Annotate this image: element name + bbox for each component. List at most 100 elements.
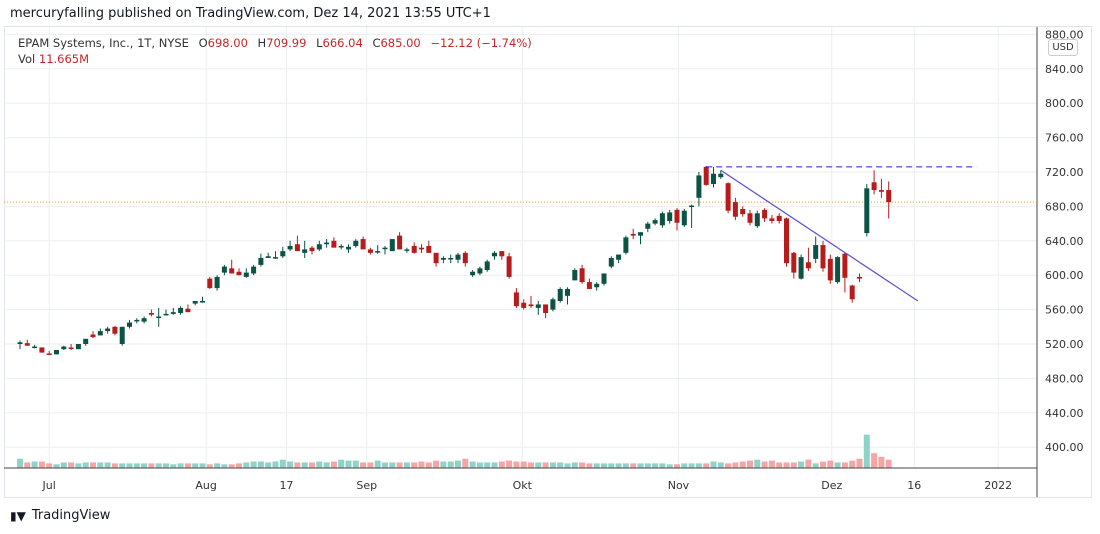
currency-button[interactable]: USD	[1048, 39, 1078, 56]
y-tick-label: 640.00	[1045, 235, 1084, 248]
candle-down	[776, 215, 782, 222]
y-tick-label: 520.00	[1045, 338, 1084, 351]
candle-up	[616, 254, 622, 260]
tradingview-brand: ▮▼ TradingView	[10, 508, 110, 523]
volume-bar	[849, 460, 856, 468]
candle-down	[886, 190, 892, 203]
volume-bar	[323, 462, 330, 468]
volume-bar	[46, 463, 53, 468]
candle-down	[112, 326, 118, 334]
volume-bar	[53, 464, 60, 468]
candle-up	[353, 240, 359, 246]
candle-down	[579, 268, 585, 283]
volume-bar	[761, 461, 768, 468]
candle-up	[601, 273, 607, 284]
volume-bar	[447, 461, 454, 468]
candle-up	[163, 313, 169, 316]
candle-up	[718, 173, 724, 178]
volume-bar	[330, 461, 337, 468]
volume-bar	[637, 463, 644, 468]
volume-bar	[586, 463, 593, 468]
volume-bar	[301, 462, 308, 468]
volume-bar	[491, 462, 498, 468]
candle-up	[470, 271, 476, 276]
candle-down	[462, 252, 468, 264]
candle-up	[170, 312, 176, 314]
candle-up	[572, 270, 578, 281]
volume-bar	[484, 462, 491, 468]
volume-bar	[783, 462, 790, 468]
volume-bar	[885, 459, 892, 468]
candle-up	[477, 268, 483, 274]
candle-down	[878, 190, 884, 192]
candle-up	[375, 251, 381, 253]
candle-up	[221, 266, 227, 273]
candle-down	[148, 313, 154, 315]
volume-bar	[287, 461, 294, 468]
publish-info: mercuryfalling published on TradingView.…	[10, 6, 491, 21]
candle-up	[492, 252, 497, 257]
candle-up	[864, 188, 870, 234]
volume-bar	[776, 462, 783, 468]
volume-bar	[608, 463, 615, 468]
open-value: 698.00	[207, 36, 248, 50]
candle-down	[309, 247, 315, 252]
volume-bar	[425, 462, 432, 468]
candle-down	[842, 253, 848, 278]
y-tick-label: 480.00	[1045, 372, 1084, 385]
candle-up	[667, 212, 673, 222]
candle-down	[39, 347, 45, 353]
candle-up	[565, 288, 570, 296]
volume-bar	[535, 462, 542, 468]
candle-up	[455, 254, 461, 260]
volume-bar	[199, 463, 206, 468]
volume-label: Vol	[18, 52, 36, 66]
volume-bar	[462, 458, 469, 468]
volume-bar	[214, 463, 221, 468]
volume-bar	[440, 461, 447, 468]
candle-up	[448, 258, 454, 260]
volume-bar	[754, 459, 761, 468]
volume-bar	[695, 463, 702, 468]
candle-up	[134, 319, 140, 322]
volume-bar	[155, 463, 162, 468]
candle-up	[302, 249, 308, 253]
candle-up	[127, 322, 132, 327]
volume-bar	[725, 463, 732, 468]
candle-up	[243, 272, 249, 277]
candle-up	[638, 232, 643, 236]
candle-up	[141, 318, 147, 322]
x-tick-label: Sep	[356, 479, 377, 492]
volume-bar	[710, 461, 717, 468]
volume-bar	[812, 463, 819, 468]
candle-up	[287, 245, 293, 250]
volume-bar	[389, 462, 396, 468]
volume-bar	[820, 461, 826, 468]
volume-bar	[345, 460, 352, 468]
volume-bar	[17, 458, 23, 468]
x-tick-label: 2022	[984, 479, 1012, 492]
candle-down	[543, 304, 549, 314]
candle-down	[433, 252, 439, 264]
candle-down	[747, 213, 753, 223]
candle-up	[251, 266, 257, 274]
candle-up	[265, 256, 271, 258]
volume-bar	[739, 461, 746, 468]
volume-bar	[119, 463, 126, 468]
symbol-title: EPAM Systems, Inc., 1T, NYSE	[18, 36, 189, 50]
candle-down	[506, 256, 512, 277]
volume-bar	[411, 462, 418, 468]
volume-bar	[31, 461, 38, 468]
candle-down	[791, 252, 797, 273]
candle-down	[849, 285, 855, 300]
volume-bar	[805, 459, 812, 468]
volume-bar	[75, 463, 82, 468]
volume-bar	[652, 463, 659, 468]
volume-bar	[827, 460, 834, 468]
y-tick-label: 880.00	[1045, 28, 1084, 41]
candle-up	[813, 245, 819, 259]
volume-value: 11.665M	[38, 52, 90, 66]
volume-bar	[184, 463, 191, 468]
volume-bar	[768, 460, 775, 468]
